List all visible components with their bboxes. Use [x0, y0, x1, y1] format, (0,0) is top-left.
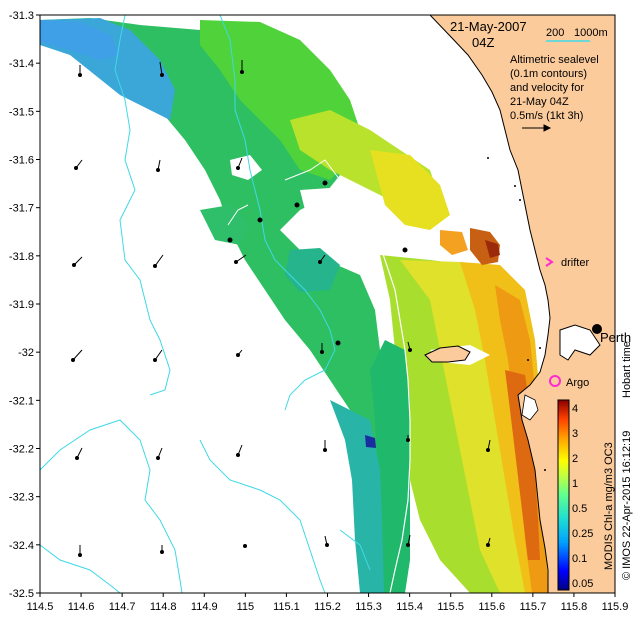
y-tick-label: -31.3 — [9, 10, 34, 22]
scale-label-200: 200 — [546, 27, 564, 39]
perth-label: Perth — [600, 330, 631, 345]
legend-line-2: (0.1m contours) — [510, 68, 587, 80]
velocity-arrow — [320, 343, 324, 354]
x-tick-label: 114.9 — [191, 601, 218, 613]
legend-line-4: 21-May 04Z — [510, 96, 569, 108]
date-label: 21-May-2007 — [450, 19, 527, 34]
x-tick-label: 115.3 — [355, 601, 382, 613]
legend-arrow — [522, 124, 552, 132]
y-tick-label: -31.7 — [9, 203, 34, 215]
velocity-arrow — [240, 60, 244, 74]
legend-line-3: and velocity for — [510, 82, 584, 94]
credit-label: © IMOS 22-Apr-2015 16:12:19 — [621, 431, 633, 580]
x-tick-label: 115.9 — [602, 601, 629, 613]
legend-line-5: 0.5m/s (1kt 3h) — [510, 110, 583, 122]
colorbar-tick-label: 1 — [572, 478, 578, 490]
plot-area — [40, 15, 615, 593]
velocity-arrow — [156, 447, 163, 460]
colorbar-tick-label: 0.05 — [572, 578, 593, 590]
time-label: 04Z — [472, 35, 494, 50]
colorbar-tick-label: 0.25 — [572, 528, 593, 540]
y-tick-label: -31.9 — [9, 299, 34, 311]
velocity-arrow — [78, 545, 82, 557]
y-tick-label: -32.2 — [9, 444, 34, 456]
velocity-arrow — [318, 254, 326, 264]
white-contour-2 — [227, 159, 351, 226]
velocity-arrow — [406, 534, 411, 547]
velocity-arrow — [160, 545, 164, 554]
estuary — [559, 324, 601, 361]
colorbar-tick-label: 0.1 — [572, 553, 587, 565]
velocity-arrow — [324, 535, 329, 547]
velocity-arrow — [72, 256, 83, 267]
colorbar-tick-label: 0.5 — [572, 503, 587, 515]
x-tick-label: 114.5 — [27, 601, 54, 613]
coast-specks — [487, 157, 546, 471]
x-tick-label: 115.2 — [314, 601, 341, 613]
x-tick-label: 115.7 — [519, 601, 546, 613]
hobart-time-label: Hobart time — [621, 341, 633, 398]
velocity-arrow — [406, 435, 410, 442]
velocity-arrow — [407, 341, 412, 352]
velocity-arrow — [153, 349, 163, 362]
colorbar-tick-label: 2 — [572, 453, 578, 465]
velocity-arrow — [236, 444, 243, 457]
y-tick-label: -32.4 — [9, 540, 34, 552]
velocity-arrow — [159, 61, 164, 77]
y-tick-label: -32.5 — [9, 588, 34, 600]
velocity-arrow — [153, 254, 164, 268]
x-tick-label: 115.6 — [478, 601, 505, 613]
x-tick-label: 115.1 — [273, 601, 300, 613]
velocity-arrow — [78, 65, 82, 77]
y-tick-label: -31.4 — [9, 58, 34, 70]
velocity-arrow — [323, 440, 327, 452]
x-axis: 114.5 114.6 114.7 114.8 114.9 115 115.1 115.2 11… — [27, 593, 629, 613]
velocity-vectors — [71, 60, 491, 557]
argo-marker — [549, 375, 561, 387]
argo-label: Argo — [566, 377, 589, 389]
x-tick-label: 115 — [237, 601, 255, 613]
y-tick-label: -32.3 — [9, 492, 34, 504]
y-tick-label: -32.1 — [9, 395, 34, 407]
y-tick-label: -31.8 — [9, 251, 34, 263]
x-tick-label: 115.4 — [396, 601, 423, 613]
y-tick-label: -32 — [18, 347, 34, 359]
velocity-arrow — [486, 537, 491, 547]
perth-marker — [592, 324, 602, 334]
velocity-arrow — [71, 349, 83, 362]
velocity-arrow — [156, 159, 161, 172]
colorbar-title: MODIS Chl-a mg/m3 OC3 — [603, 442, 615, 570]
x-tick-label: 114.7 — [109, 601, 136, 613]
x-tick-label: 115.8 — [561, 601, 588, 613]
velocity-arrow — [486, 439, 491, 452]
velocity-arrow — [74, 159, 83, 170]
x-tick-label: 115.5 — [437, 601, 464, 613]
velocity-arrow — [236, 157, 243, 170]
y-tick-label: -31.6 — [9, 155, 34, 167]
x-tick-label: 114.6 — [68, 601, 95, 613]
sealevel-contours — [40, 15, 371, 593]
y-axis: -31.3 -31.4 -31.5 -31.6 -31.7 -31.8 -31.9 -32 -3… — [9, 10, 40, 600]
drifter-label: drifter — [561, 257, 589, 269]
white-contour — [374, 229, 411, 593]
legend-line-1: Altimetric sealevel — [510, 54, 599, 66]
chlorophyll-field — [40, 15, 552, 593]
colorbar-tick-label: 3 — [572, 428, 578, 440]
velocity-arrow — [75, 447, 83, 460]
velocity-arrow — [236, 349, 243, 357]
velocity-arrow — [234, 254, 247, 264]
colorbar: 0.05 0.1 0.25 0.5 1 2 3 4 — [557, 399, 593, 591]
scale-label-1000: 1000m — [574, 27, 608, 39]
velocity-arrow — [243, 544, 247, 548]
x-tick-label: 114.8 — [150, 601, 177, 613]
peel-inlet — [521, 394, 539, 421]
island — [424, 345, 471, 363]
y-tick-label: -31.5 — [9, 106, 34, 118]
drifter-marker — [545, 257, 554, 267]
colorbar-tick-label: 4 — [572, 403, 578, 415]
